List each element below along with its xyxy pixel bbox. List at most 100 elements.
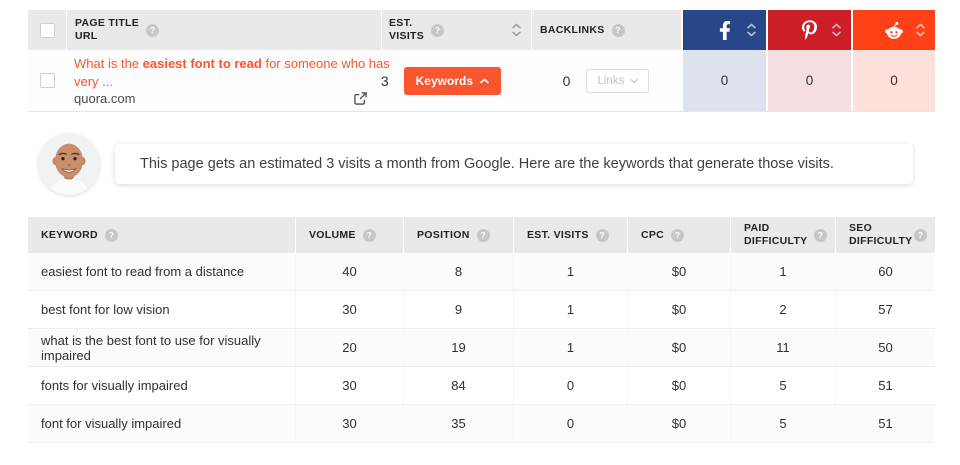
sort-toggle-icon[interactable] bbox=[915, 23, 926, 38]
select-all-cell bbox=[28, 10, 66, 50]
position-cell: 84 bbox=[403, 367, 513, 404]
paid-difficulty-cell: 5 bbox=[730, 367, 835, 404]
volume-cell: 40 bbox=[295, 253, 403, 290]
page-title-line2: very ... bbox=[74, 73, 114, 89]
help-icon[interactable]: ? bbox=[611, 23, 625, 37]
cpc-cell: $0 bbox=[627, 253, 730, 290]
cpc-cell: $0 bbox=[627, 291, 730, 328]
column-header-position[interactable]: POSITION? bbox=[403, 217, 513, 253]
page-url: quora.com bbox=[74, 91, 136, 107]
position-cell: 8 bbox=[403, 253, 513, 290]
help-icon[interactable]: ? bbox=[814, 228, 827, 242]
keyword-cell: what is the best font to use for visuall… bbox=[41, 332, 261, 363]
help-icon[interactable]: ? bbox=[146, 23, 160, 37]
sort-toggle-icon[interactable] bbox=[831, 23, 842, 38]
keywords-table: KEYWORD? VOLUME? POSITION? EST. VISITS? … bbox=[28, 217, 935, 443]
facebook-icon bbox=[719, 20, 731, 40]
est-visits-value: 3 bbox=[380, 72, 389, 89]
column-header-keyword[interactable]: KEYWORD? bbox=[28, 217, 295, 253]
seo-difficulty-cell: 57 bbox=[835, 291, 935, 328]
est-visits-cell: 0 bbox=[513, 405, 627, 442]
pinterest-icon bbox=[802, 20, 817, 40]
volume-cell: 30 bbox=[295, 405, 403, 442]
position-cell: 9 bbox=[403, 291, 513, 328]
assistant-message-text: This page gets an estimated 3 visits a m… bbox=[140, 156, 834, 172]
page-title-link[interactable]: What is the easiest font to read for som… bbox=[74, 55, 390, 71]
column-header-pinterest[interactable] bbox=[766, 10, 851, 50]
table-row: fonts for visually impaired 30 84 0 $0 5… bbox=[28, 367, 935, 405]
position-cell: 19 bbox=[403, 329, 513, 366]
column-header-volume[interactable]: VOLUME? bbox=[295, 217, 403, 253]
column-header-facebook[interactable] bbox=[681, 10, 766, 50]
column-header-backlinks[interactable]: BACKLINKS ? bbox=[531, 10, 681, 50]
backlinks-header-label: BACKLINKS bbox=[540, 24, 605, 36]
backlinks-cell: 0 Links bbox=[531, 50, 681, 111]
help-icon[interactable]: ? bbox=[914, 228, 927, 242]
avatar bbox=[38, 133, 100, 195]
paid-difficulty-cell: 5 bbox=[730, 405, 835, 442]
paid-difficulty-cell: 11 bbox=[730, 329, 835, 366]
help-icon[interactable]: ? bbox=[362, 228, 376, 242]
keywords-table-header: KEYWORD? VOLUME? POSITION? EST. VISITS? … bbox=[28, 217, 935, 253]
row-select-cell bbox=[28, 50, 66, 111]
sort-toggle-icon[interactable] bbox=[511, 23, 522, 38]
volume-cell: 20 bbox=[295, 329, 403, 366]
column-header-cpc[interactable]: CPC? bbox=[627, 217, 730, 253]
keywords-toggle-button[interactable]: Keywords bbox=[403, 66, 501, 95]
column-header-reddit[interactable] bbox=[851, 10, 935, 50]
chevron-up-icon bbox=[480, 78, 489, 83]
column-header-paid-difficulty[interactable]: PAID DIFFICULTY? bbox=[730, 217, 835, 253]
links-dropdown-button[interactable]: Links bbox=[586, 68, 650, 93]
est-visits-header-label: EST. VISITS bbox=[389, 16, 425, 42]
est-visits-cell: 1 bbox=[513, 291, 627, 328]
help-icon[interactable]: ? bbox=[431, 23, 445, 37]
position-cell: 35 bbox=[403, 405, 513, 442]
facebook-share-count: 0 bbox=[681, 50, 766, 111]
assistant-message-section: This page gets an estimated 3 visits a m… bbox=[38, 133, 913, 195]
keyword-cell: fonts for visually impaired bbox=[41, 378, 188, 393]
help-icon[interactable]: ? bbox=[476, 228, 490, 242]
est-visits-cell: 1 bbox=[513, 253, 627, 290]
help-icon[interactable]: ? bbox=[595, 228, 609, 242]
keywords-table-body: easiest font to read from a distance 40 … bbox=[28, 253, 935, 443]
pinterest-share-count: 0 bbox=[766, 50, 851, 111]
seo-difficulty-cell: 51 bbox=[835, 367, 935, 404]
chevron-down-icon bbox=[630, 78, 639, 83]
paid-difficulty-cell: 1 bbox=[730, 253, 835, 290]
table-row: easiest font to read from a distance 40 … bbox=[28, 253, 935, 291]
volume-cell: 30 bbox=[295, 291, 403, 328]
cpc-cell: $0 bbox=[627, 329, 730, 366]
help-icon[interactable]: ? bbox=[104, 228, 118, 242]
page-title-url-header-label: PAGE TITLE URL bbox=[75, 16, 140, 42]
est-visits-cell: 3 Keywords bbox=[381, 50, 531, 111]
column-header-est-visits[interactable]: EST. VISITS? bbox=[513, 217, 627, 253]
keyword-cell: easiest font to read from a distance bbox=[41, 264, 245, 279]
page-title-cell: What is the easiest font to read for som… bbox=[66, 50, 390, 111]
page-row: What is the easiest font to read for som… bbox=[28, 50, 935, 112]
column-header-seo-difficulty[interactable]: SEO DIFFICULTY? bbox=[835, 217, 935, 253]
column-header-page-title-url[interactable]: PAGE TITLE URL ? bbox=[66, 10, 381, 50]
seo-difficulty-cell: 51 bbox=[835, 405, 935, 442]
reddit-share-count: 0 bbox=[851, 50, 935, 111]
seo-difficulty-cell: 60 bbox=[835, 253, 935, 290]
cpc-cell: $0 bbox=[627, 405, 730, 442]
table-row: best font for low vision 30 9 1 $0 2 57 bbox=[28, 291, 935, 329]
cpc-cell: $0 bbox=[627, 367, 730, 404]
row-checkbox[interactable] bbox=[39, 73, 55, 88]
external-link-icon[interactable] bbox=[354, 92, 367, 105]
reddit-icon bbox=[883, 21, 905, 40]
select-all-checkbox[interactable] bbox=[39, 22, 55, 38]
pages-table-header: PAGE TITLE URL ? EST. VISITS ? BACKLINKS… bbox=[28, 10, 935, 50]
keyword-cell: font for visually impaired bbox=[41, 416, 182, 431]
paid-difficulty-cell: 2 bbox=[730, 291, 835, 328]
backlinks-count: 0 bbox=[562, 72, 571, 89]
volume-cell: 30 bbox=[295, 367, 403, 404]
seo-difficulty-cell: 50 bbox=[835, 329, 935, 366]
help-icon[interactable]: ? bbox=[671, 228, 685, 242]
table-row: font for visually impaired 30 35 0 $0 5 … bbox=[28, 405, 935, 443]
keyword-cell: best font for low vision bbox=[41, 302, 170, 317]
sort-toggle-icon[interactable] bbox=[746, 23, 757, 38]
est-visits-cell: 1 bbox=[513, 329, 627, 366]
assistant-speech-bubble: This page gets an estimated 3 visits a m… bbox=[115, 144, 913, 184]
column-header-est-visits[interactable]: EST. VISITS ? bbox=[381, 10, 531, 50]
